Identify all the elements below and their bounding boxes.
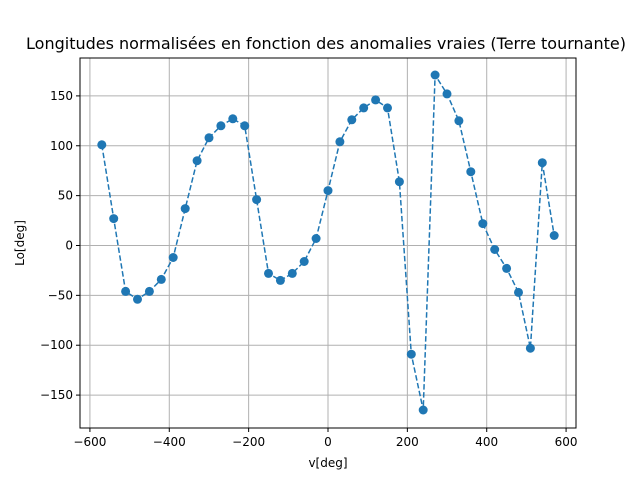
data-point <box>430 70 440 80</box>
y-axis-label: Lo[deg] <box>13 220 27 266</box>
data-point <box>406 349 416 359</box>
y-tick-label: −150 <box>40 388 73 402</box>
data-point <box>383 103 392 113</box>
data-point <box>97 140 107 150</box>
chart-title: Longitudes normalisées en fonction des a… <box>26 34 626 53</box>
data-point <box>442 89 452 99</box>
x-tick-label: −600 <box>73 435 106 449</box>
data-point <box>359 103 369 113</box>
data-point <box>228 114 238 124</box>
data-point <box>514 287 523 297</box>
data-point <box>466 167 476 177</box>
data-point <box>168 253 178 262</box>
x-tick-label: −400 <box>153 435 186 449</box>
data-point <box>311 234 321 243</box>
data-point <box>299 257 309 266</box>
data-point <box>252 195 262 205</box>
y-tick-label: −100 <box>40 338 73 352</box>
data-point <box>549 231 559 240</box>
x-axis-label: v[deg] <box>308 456 347 470</box>
data-point <box>525 343 535 353</box>
data-point <box>394 177 404 187</box>
x-tick-label: −200 <box>232 435 265 449</box>
data-point <box>502 263 512 273</box>
data-point <box>264 268 273 278</box>
data-point <box>287 268 297 278</box>
data-point <box>490 245 500 254</box>
data-point <box>121 286 131 296</box>
data-point <box>109 214 119 224</box>
data-point <box>371 95 381 105</box>
x-tick-label: 200 <box>396 435 419 449</box>
data-point <box>180 204 190 214</box>
y-tick-label: 0 <box>65 238 73 252</box>
data-point <box>347 115 357 125</box>
data-point <box>240 121 250 131</box>
x-tick-label: 0 <box>324 435 332 449</box>
data-point <box>418 405 428 415</box>
data-point <box>478 219 488 229</box>
y-tick-label: 100 <box>50 139 73 153</box>
data-point <box>335 137 345 147</box>
data-series <box>97 70 559 415</box>
data-point <box>537 158 547 168</box>
data-point <box>192 156 202 166</box>
axis-ticks: −600 −400 −200 0 200 400 600 −150 −100 −50 0 50 100 1… <box>40 89 578 449</box>
y-tick-label: −50 <box>48 288 73 302</box>
x-tick-label: 600 <box>555 435 578 449</box>
data-point <box>156 274 166 284</box>
data-point <box>454 116 464 126</box>
y-tick-label: 50 <box>58 189 73 203</box>
data-point <box>133 294 142 304</box>
data-point <box>216 121 226 131</box>
y-tick-label: 150 <box>50 89 73 103</box>
x-tick-label: 400 <box>475 435 498 449</box>
data-point <box>144 286 154 296</box>
data-point <box>275 275 285 285</box>
data-point <box>323 186 333 196</box>
data-point <box>204 133 214 143</box>
